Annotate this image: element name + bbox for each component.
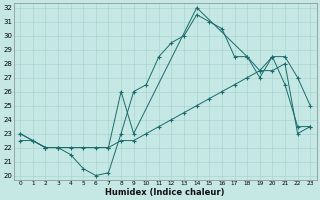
X-axis label: Humidex (Indice chaleur): Humidex (Indice chaleur) [106,188,225,197]
